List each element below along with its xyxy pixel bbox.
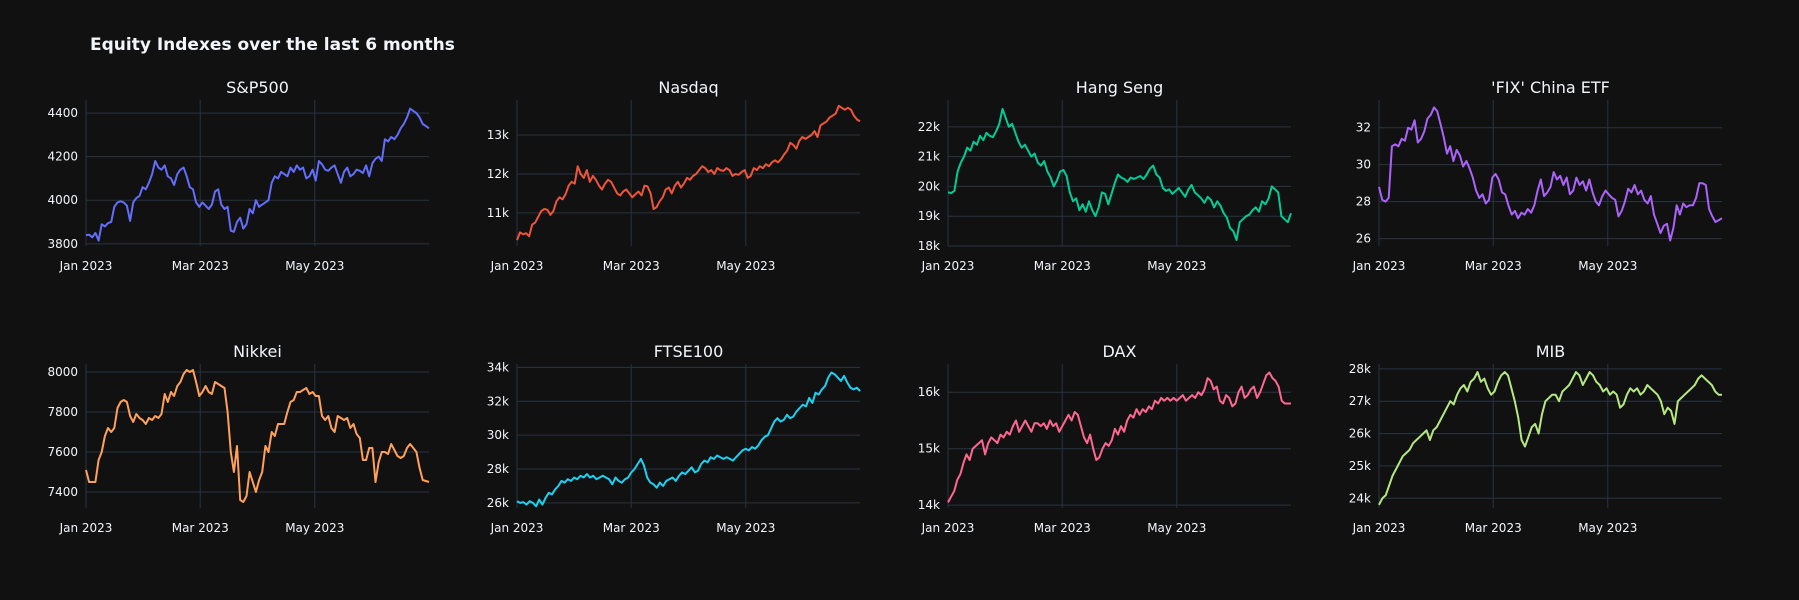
series-line xyxy=(85,107,430,242)
chart-panel: Hang Seng 18k 19k 20k 21k 22k Jan 2023 Mar 2023… xyxy=(918,78,1292,273)
x-tick-label: Mar 2023 xyxy=(1465,521,1522,535)
x-tick-label: Mar 2023 xyxy=(1465,259,1522,273)
chart-panel: Nikkei 7400 7600 7800 8000 Jan 2023 Mar 2023 Ma… xyxy=(47,342,430,535)
chart-panel: MIB 24k 25k 26k 27k 28k Jan 2023 Mar 2023 May 20… xyxy=(1349,342,1722,535)
y-tick-label: 32k xyxy=(487,394,509,408)
x-tick-label: Jan 2023 xyxy=(1352,521,1406,535)
y-tick-label: 4400 xyxy=(47,106,78,120)
y-tick-label: 25k xyxy=(1349,459,1371,473)
series-line xyxy=(516,371,861,508)
x-tick-label: May 2023 xyxy=(1147,521,1206,535)
y-tick-label: 7800 xyxy=(47,405,78,419)
subplot-title: S&P500 xyxy=(226,78,289,97)
y-tick-label: 24k xyxy=(1349,491,1371,505)
chart-panels: S&P500 3800 4000 4200 4400 Jan 2023 Mar 2023 Ma… xyxy=(47,78,1723,535)
x-tick-label: Jan 2023 xyxy=(1352,259,1406,273)
y-tick-label: 20k xyxy=(918,179,940,193)
y-tick-label: 28 xyxy=(1356,195,1371,209)
y-tick-label: 11k xyxy=(487,206,509,220)
y-tick-label: 30k xyxy=(487,428,509,442)
x-tick-label: May 2023 xyxy=(716,521,775,535)
y-tick-label: 28k xyxy=(487,462,509,476)
x-tick-label: Mar 2023 xyxy=(603,259,660,273)
subplot-title: 'FIX' China ETF xyxy=(1491,78,1610,97)
y-tick-label: 4200 xyxy=(47,150,78,164)
x-tick-label: May 2023 xyxy=(716,259,775,273)
y-tick-label: 16k xyxy=(918,385,940,399)
x-tick-label: May 2023 xyxy=(1578,259,1637,273)
x-tick-label: Mar 2023 xyxy=(603,521,660,535)
x-tick-label: Jan 2023 xyxy=(490,259,544,273)
y-tick-label: 28k xyxy=(1349,362,1371,376)
x-tick-label: Jan 2023 xyxy=(921,259,975,273)
chart-panel: DAX 14k 15k 16k Jan 2023 Mar 2023 May 2023 xyxy=(918,342,1291,535)
y-tick-label: 13k xyxy=(487,128,509,142)
y-tick-label: 21k xyxy=(918,150,940,164)
x-tick-label: Mar 2023 xyxy=(172,259,229,273)
chart-panel: 'FIX' China ETF 26 28 30 32 Jan 2023 Mar 2023 M… xyxy=(1352,78,1723,273)
y-tick-label: 34k xyxy=(487,360,509,374)
y-tick-label: 32 xyxy=(1356,121,1371,135)
subplot-title: DAX xyxy=(1103,342,1137,361)
y-tick-label: 12k xyxy=(487,167,509,181)
x-tick-label: May 2023 xyxy=(285,259,344,273)
y-tick-label: 22k xyxy=(918,120,940,134)
series-line xyxy=(947,107,1292,241)
series-line xyxy=(516,104,861,241)
y-tick-label: 26k xyxy=(487,496,509,510)
x-tick-label: Mar 2023 xyxy=(1034,259,1091,273)
y-tick-label: 7600 xyxy=(47,445,78,459)
y-tick-label: 26k xyxy=(1349,427,1371,441)
subplot-title: FTSE100 xyxy=(654,342,724,361)
x-tick-label: May 2023 xyxy=(1578,521,1637,535)
y-tick-label: 4000 xyxy=(47,193,78,207)
x-tick-label: May 2023 xyxy=(285,521,344,535)
figure-title: Equity Indexes over the last 6 months xyxy=(90,35,455,55)
y-tick-label: 14k xyxy=(918,498,940,512)
subplot-title: Nasdaq xyxy=(658,78,718,97)
x-tick-label: Mar 2023 xyxy=(172,521,229,535)
x-tick-label: Mar 2023 xyxy=(1034,521,1091,535)
series-line xyxy=(85,369,430,503)
y-tick-label: 8000 xyxy=(47,365,78,379)
chart-panel: S&P500 3800 4000 4200 4400 Jan 2023 Mar 2023 Ma… xyxy=(47,78,430,273)
y-tick-label: 27k xyxy=(1349,394,1371,408)
y-tick-label: 15k xyxy=(918,442,940,456)
x-tick-label: May 2023 xyxy=(1147,259,1206,273)
chart-panel: Nasdaq 11k 12k 13k Jan 2023 Mar 2023 May 2023 xyxy=(487,78,861,273)
y-tick-label: 18k xyxy=(918,239,940,253)
subplot-title: Nikkei xyxy=(233,342,282,361)
chart-panel: FTSE100 26k 28k 30k 32k 34k Jan 2023 Mar 2023 Ma… xyxy=(487,342,861,535)
y-tick-label: 30 xyxy=(1356,158,1371,172)
x-tick-label: Jan 2023 xyxy=(59,259,113,273)
y-tick-label: 26 xyxy=(1356,232,1371,246)
subplot-title: Hang Seng xyxy=(1076,78,1164,97)
series-line xyxy=(947,371,1291,503)
y-tick-label: 3800 xyxy=(47,237,78,251)
y-tick-label: 7400 xyxy=(47,485,78,499)
series-line xyxy=(1378,106,1723,242)
x-tick-label: Jan 2023 xyxy=(59,521,113,535)
subplot-title: MIB xyxy=(1536,342,1566,361)
series-line xyxy=(1378,371,1722,506)
x-tick-label: Jan 2023 xyxy=(490,521,544,535)
x-tick-label: Jan 2023 xyxy=(921,521,975,535)
y-tick-label: 19k xyxy=(918,209,940,223)
